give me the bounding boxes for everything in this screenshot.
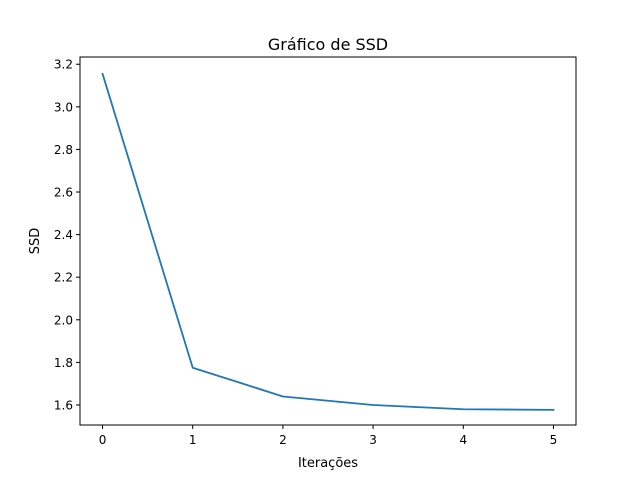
chart-title: Gráfico de SSD (268, 35, 388, 54)
y-tick-label: 1.6 (54, 398, 73, 412)
x-tick-label: 4 (459, 433, 467, 447)
plot-area-frame (79, 56, 577, 426)
x-tick-label: 3 (369, 433, 377, 447)
y-axis-ticks: 1.6 1.8 2.0 2.2 2.4 2.6 2.8 3.0 3.2 (54, 58, 80, 412)
series-line-0 (101, 72, 555, 411)
x-tick-label: 2 (279, 433, 287, 447)
y-tick-label: 1.8 (54, 356, 73, 370)
series-group (101, 72, 555, 411)
x-tick-label: 0 (99, 433, 107, 447)
y-tick-label: 3.2 (54, 58, 73, 72)
y-axis-label: SSD (28, 228, 43, 255)
x-tick-label: 5 (550, 433, 558, 447)
y-tick-label: 2.2 (54, 271, 73, 285)
y-tick-label: 2.6 (54, 186, 73, 200)
y-tick-label: 2.4 (54, 228, 73, 242)
y-tick-label: 3.0 (54, 100, 73, 114)
x-axis-label: Iterações (298, 456, 358, 471)
x-tick-label: 1 (189, 433, 197, 447)
x-axis-ticks: 0 1 2 3 4 5 (99, 425, 558, 447)
y-tick-label: 2.8 (54, 143, 73, 157)
y-tick-label: 2.0 (54, 313, 73, 327)
